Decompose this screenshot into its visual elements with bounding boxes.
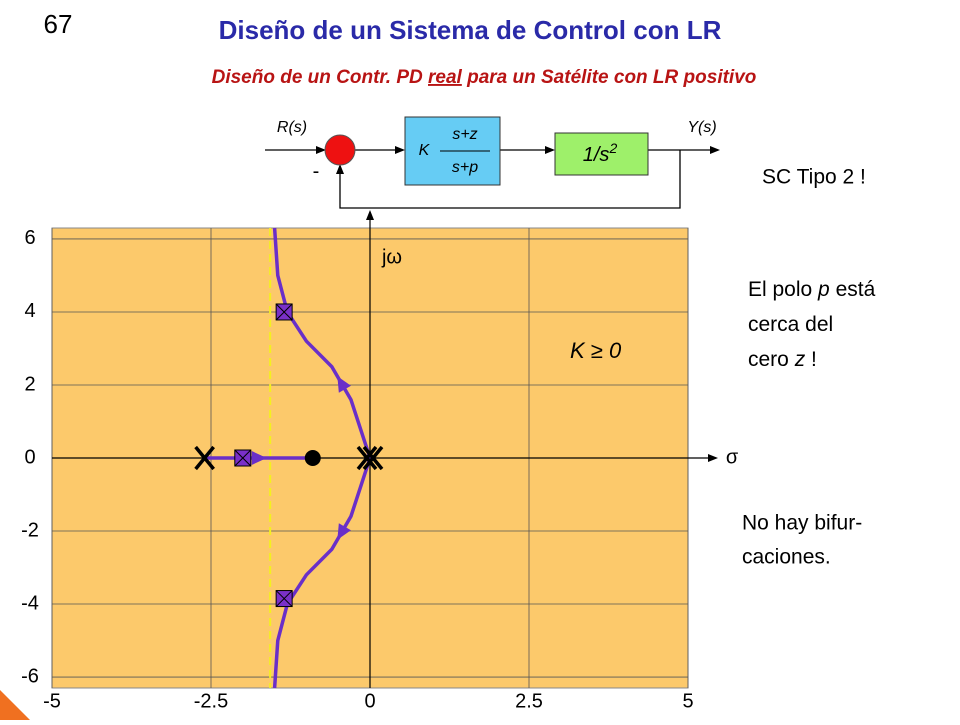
y-tick-label: -6 bbox=[21, 665, 39, 687]
arrowheads bbox=[316, 146, 720, 174]
pole-note-part: z bbox=[794, 348, 806, 371]
page-number: 67 bbox=[44, 9, 73, 39]
locus-branch bbox=[272, 457, 372, 689]
subtitle: Diseño de un Contr. PD real para un Saté… bbox=[212, 67, 757, 88]
pole-note-part: ! bbox=[805, 348, 817, 371]
closed-loop-point bbox=[275, 303, 293, 321]
y-tick-label: -2 bbox=[21, 519, 39, 541]
pole-note-part: El polo bbox=[748, 278, 818, 301]
pole-note-line: cero z ! bbox=[748, 348, 817, 371]
y-tick-label: 2 bbox=[24, 373, 35, 395]
plant-text: 1/s bbox=[583, 144, 610, 166]
y-tick-label: 4 bbox=[24, 300, 35, 322]
plant-exponent: 2 bbox=[608, 140, 617, 156]
plant-block bbox=[554, 132, 649, 176]
arrowhead bbox=[395, 146, 405, 154]
feedback-wire bbox=[339, 150, 681, 209]
x-tick-label: 0 bbox=[364, 690, 375, 712]
x-tick-label: 2.5 bbox=[515, 690, 543, 712]
axis-arrow bbox=[708, 454, 718, 462]
summing-junction bbox=[324, 134, 356, 166]
feedback-sign: - bbox=[313, 160, 320, 182]
closed-loop-point bbox=[275, 590, 293, 608]
block-diagram bbox=[265, 149, 718, 209]
direction-arrow bbox=[337, 376, 351, 393]
branch-note-line: No hay bifur- bbox=[742, 512, 862, 535]
y-tick-label: 6 bbox=[24, 227, 35, 249]
pole-note-line: cerca del bbox=[748, 313, 833, 336]
subtitle-part: para un Satélite con LR positivo bbox=[462, 67, 757, 88]
gain-label: K ≥ 0 bbox=[570, 338, 622, 363]
subtitle-part: real bbox=[428, 67, 463, 88]
pole-note: El polo p está cerca del cero z ! bbox=[748, 278, 876, 371]
x-tick-label: -2.5 bbox=[194, 690, 228, 712]
pole bbox=[362, 445, 384, 471]
pole-note-part: cero bbox=[748, 348, 795, 371]
corner-decoration bbox=[0, 690, 30, 720]
pole-note-part: p bbox=[817, 278, 830, 301]
locus-branch bbox=[272, 227, 372, 459]
closed-loop-point bbox=[234, 449, 252, 467]
y-axis-label: jω bbox=[381, 246, 402, 268]
controller-gain: K bbox=[419, 142, 431, 159]
y-tick-label: 0 bbox=[24, 446, 35, 468]
pole bbox=[356, 445, 378, 471]
input-label: R(s) bbox=[277, 119, 307, 136]
plant: 1/s2 bbox=[583, 140, 618, 167]
x-tick-label: 5 bbox=[682, 690, 693, 712]
square-cross bbox=[275, 590, 293, 607]
arrowhead bbox=[336, 164, 344, 174]
pole-note-part: cerca del bbox=[748, 313, 833, 336]
arrowhead bbox=[316, 146, 326, 154]
square-cross bbox=[234, 449, 252, 467]
pole bbox=[194, 445, 215, 471]
pole-note-line: El polo p está bbox=[748, 278, 876, 301]
x-tick-label: -5 bbox=[43, 690, 61, 712]
system-note: SC Tipo 2 ! bbox=[762, 166, 866, 189]
axis-arrow bbox=[366, 210, 374, 220]
arrowhead bbox=[545, 146, 555, 154]
x-axis-label: σ bbox=[726, 446, 739, 468]
direction-arrow bbox=[251, 451, 267, 465]
subtitle-part: Diseño de un Contr. PD bbox=[212, 67, 428, 88]
output-label: Y(s) bbox=[687, 119, 716, 136]
branch-note-line: caciones. bbox=[742, 546, 831, 569]
zero bbox=[304, 450, 321, 466]
direction-arrow bbox=[337, 523, 351, 540]
controller-denominator: s+p bbox=[452, 159, 478, 176]
square-cross bbox=[275, 303, 293, 321]
title: Diseño de un Sistema de Control con LR bbox=[219, 15, 722, 45]
arrowhead bbox=[710, 146, 720, 154]
y-tick-label: -4 bbox=[21, 592, 39, 614]
pole-note-part: está bbox=[830, 278, 876, 301]
controller-numerator: s+z bbox=[452, 126, 477, 143]
